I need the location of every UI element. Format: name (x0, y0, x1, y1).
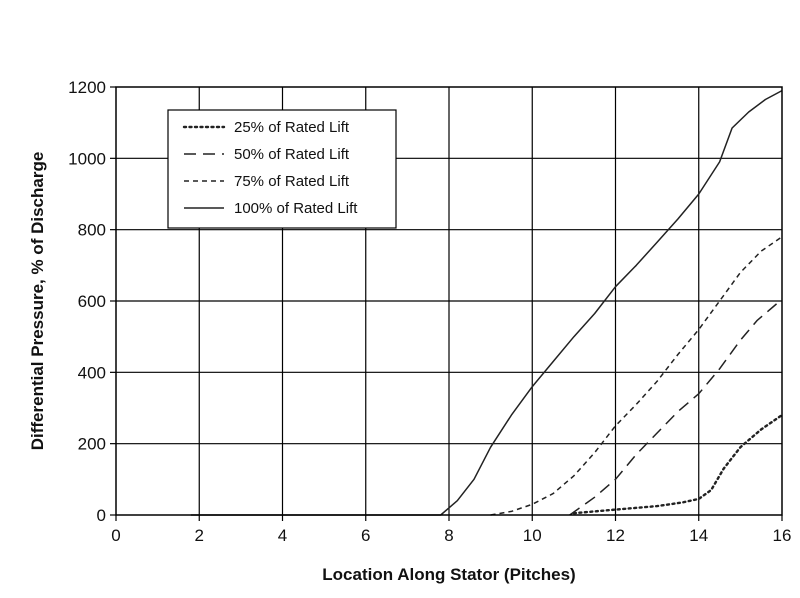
legend-label-1: 25% of Rated Lift (234, 119, 350, 136)
y-tick-label: 0 (97, 506, 106, 525)
x-tick-label: 6 (361, 526, 370, 545)
y-tick-label: 1200 (68, 78, 106, 97)
x-tick-label: 8 (444, 526, 453, 545)
y-tick-label: 1000 (68, 149, 106, 168)
legend-label-3: 75% of Rated Lift (234, 173, 350, 190)
x-tick-label: 2 (195, 526, 204, 545)
x-tick-label: 10 (523, 526, 542, 545)
legend-label-2: 50% of Rated Lift (234, 146, 350, 163)
series-line-2 (569, 298, 783, 516)
x-tick-label: 4 (278, 526, 287, 545)
y-axis-label: Differential Pressure, % of Discharge (28, 152, 47, 451)
y-tick-label: 600 (78, 292, 106, 311)
series-lines (190, 89, 784, 516)
y-tick-label: 200 (78, 435, 106, 454)
series-line-3 (490, 236, 783, 516)
y-tick-label: 800 (78, 221, 106, 240)
series-line-1 (572, 413, 784, 515)
x-axis-ticks: 0 2 4 6 8 10 12 14 16 (111, 515, 791, 545)
series-line-4 (190, 89, 783, 516)
x-tick-label: 14 (689, 526, 708, 545)
legend-label-4: 100% of Rated Lift (234, 200, 358, 217)
x-tick-label: 16 (773, 526, 792, 545)
legend: 25% of Rated Lift 50% of Rated Lift 75% of… (167, 109, 397, 229)
x-tick-label: 12 (606, 526, 625, 545)
y-tick-label: 400 (78, 363, 106, 382)
x-axis-label: Location Along Stator (Pitches) (322, 565, 575, 584)
y-axis-ticks: 0 200 400 600 800 1000 1200 (68, 78, 116, 525)
x-tick-label: 0 (111, 526, 120, 545)
